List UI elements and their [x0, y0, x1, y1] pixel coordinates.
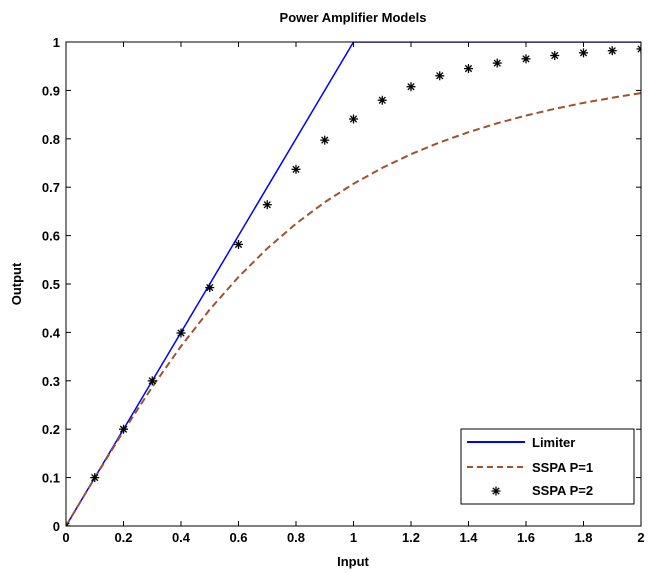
- legend-limiter-label: Limiter: [532, 435, 575, 450]
- y-tick-label: 0.8: [42, 132, 60, 147]
- sspa-p2-point: [147, 376, 157, 386]
- legend-star-marker: [491, 486, 501, 496]
- legend-sspa-p2-swatch: [491, 486, 501, 496]
- sspa-p2-point: [349, 114, 358, 124]
- sspa-p2-point: [176, 328, 186, 338]
- sspa-p2-point: [234, 239, 243, 249]
- sspa-p2-point: [205, 283, 215, 293]
- sspa-p2-point: [66, 521, 71, 526]
- sspa-p2-point: [492, 58, 502, 68]
- y-tick-label: 0.5: [42, 277, 60, 292]
- y-tick-label: 0.2: [42, 422, 60, 437]
- limiter-line: [66, 42, 641, 526]
- sspa-p2-point: [521, 54, 531, 64]
- sspa-p2-point: [607, 46, 617, 56]
- sspa-p1-line: [66, 92, 641, 526]
- x-tick-label: 0.8: [287, 530, 305, 545]
- legend: Limiter SSPA P=1 SSPA P=2: [460, 428, 635, 505]
- sspa-p2-point: [636, 44, 641, 54]
- x-tick-label: 1.4: [459, 530, 478, 545]
- x-tick-label: 1.2: [402, 530, 420, 545]
- sspa-p2-point: [550, 51, 560, 61]
- x-tick-label: 1: [350, 530, 357, 545]
- x-tick-label: 0: [62, 530, 69, 545]
- sspa-p2-point: [464, 64, 473, 74]
- x-tick-label: 1.8: [574, 530, 592, 545]
- y-tick-label: 1: [53, 35, 60, 50]
- x-tick-label: 0.2: [114, 530, 132, 545]
- sspa-p2-point: [291, 164, 301, 174]
- legend-sspa-p1-label: SSPA P=1: [532, 460, 593, 475]
- x-tick-label: 1.6: [517, 530, 535, 545]
- y-axis-label: Output: [9, 262, 24, 305]
- sspa-p2-point: [320, 135, 330, 145]
- y-tick-label: 0.1: [42, 471, 60, 486]
- y-tick-label: 0.3: [42, 374, 60, 389]
- y-tick-label: 0: [53, 519, 60, 534]
- sspa-p2-point: [435, 71, 445, 81]
- sspa-p2-point: [377, 95, 387, 105]
- chart-title: Power Amplifier Models: [280, 10, 427, 25]
- sspa-p2-point: [406, 82, 416, 92]
- x-tick-label: 0.6: [229, 530, 247, 545]
- y-tick-label: 0.9: [42, 83, 60, 98]
- x-axis-label: Input: [337, 554, 369, 569]
- y-tick-label: 0.6: [42, 229, 60, 244]
- y-tick-label: 0.4: [42, 325, 61, 340]
- sspa-p2-point: [262, 200, 272, 210]
- x-tick-label: 2: [637, 530, 644, 545]
- sspa-p2-point: [579, 48, 588, 58]
- x-tick-label: 0.4: [172, 530, 191, 545]
- sspa-p2-point: [90, 473, 100, 483]
- legend-sspa-p2-label: SSPA P=2: [532, 483, 593, 498]
- y-tick-label: 0.7: [42, 180, 60, 195]
- sspa-p2-point: [119, 424, 128, 434]
